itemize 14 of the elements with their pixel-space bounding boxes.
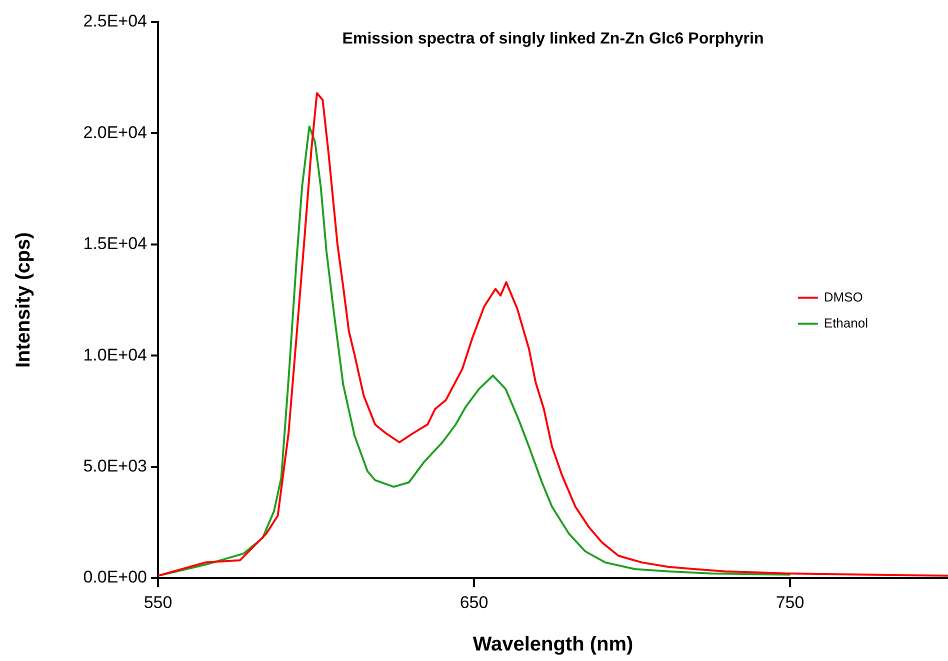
- legend-label: Ethanol: [824, 315, 868, 330]
- y-tick-label: 1.5E+04: [83, 234, 147, 254]
- y-tick-label: 2.5E+04: [83, 12, 147, 31]
- text: Emission spectra of singly linked Zn-Zn Glc6 Porphyrin: [342, 30, 764, 48]
- y-axis-title: Intensity (cps): [12, 232, 35, 368]
- legend-label: DMSO: [824, 289, 863, 304]
- x-tick-label: 650: [460, 592, 488, 612]
- y-tick-label: 1.0E+04: [83, 345, 147, 364]
- y-tick-label: 0.0E+00: [83, 568, 147, 587]
- y-tick-label: 5.0E+03: [83, 456, 147, 476]
- y-tick-label: 2.0E+04: [83, 122, 147, 142]
- x-tick-label: 750: [776, 592, 804, 612]
- x-tick-label: 550: [144, 592, 172, 612]
- x-axis-title: Wavelength (nm): [472, 634, 634, 656]
